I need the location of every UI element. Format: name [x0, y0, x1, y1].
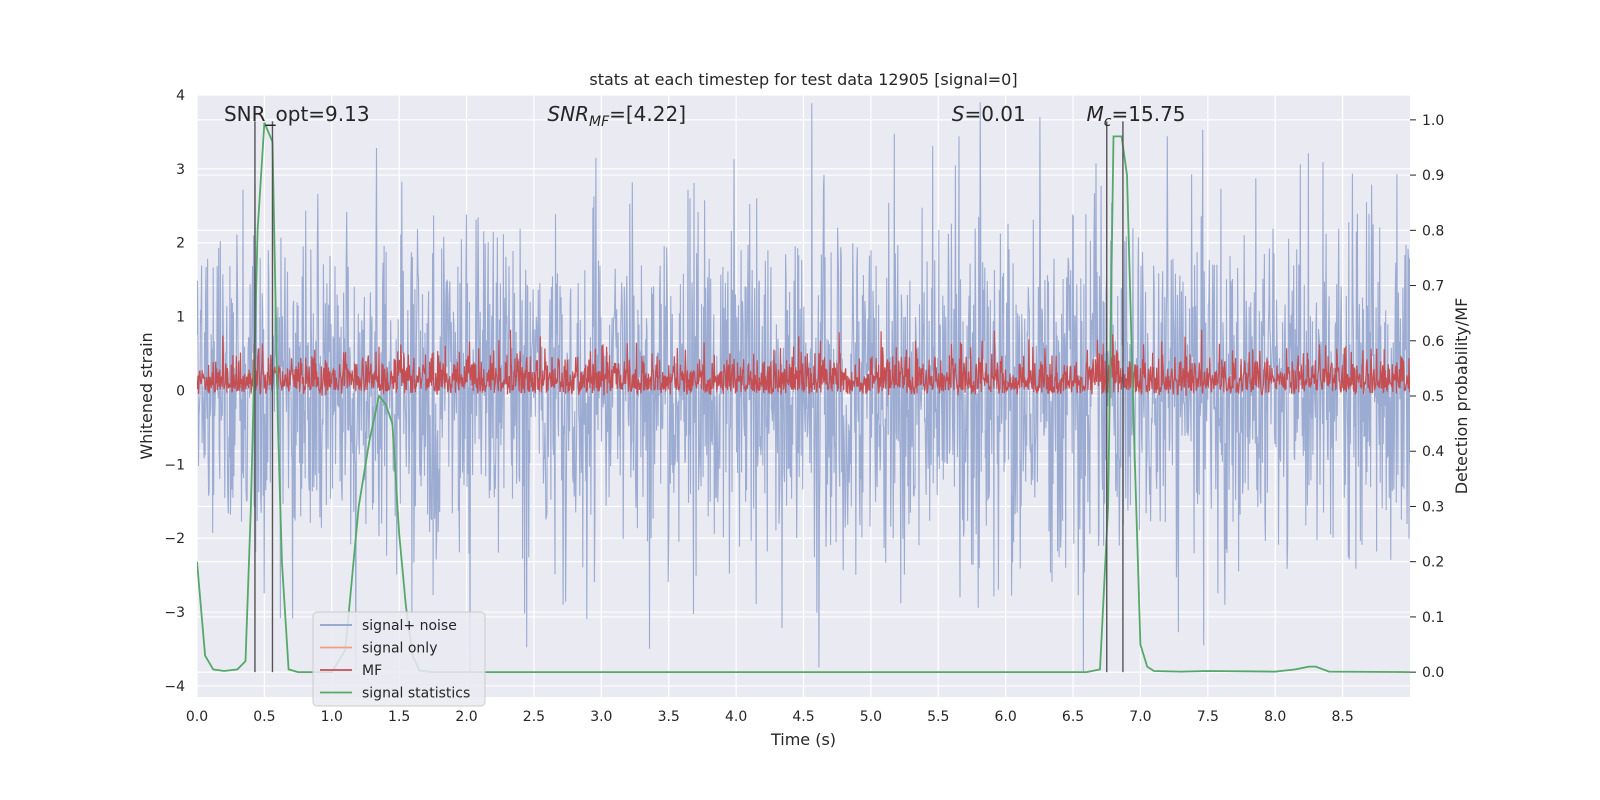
- y-right-tick-label: 0.5: [1422, 389, 1444, 405]
- x-tick-label: 4.0: [725, 709, 747, 725]
- y-tick-label: −1: [164, 457, 185, 473]
- y-right-tick-label: 0.8: [1422, 223, 1444, 239]
- y-tick-label: 1: [176, 310, 185, 326]
- x-tick-label: 3.0: [590, 709, 612, 725]
- legend-label: signal statistics: [362, 686, 470, 702]
- y-axis-right-label: Detection probability/MF: [1452, 298, 1471, 495]
- y-right-tick-label: 0.4: [1422, 444, 1444, 460]
- y-tick-label: −3: [164, 605, 185, 621]
- y-tick-label: −2: [164, 531, 185, 547]
- annotation-3: Mc=15.75: [1087, 102, 1186, 130]
- x-tick-label: 7.0: [1129, 709, 1151, 725]
- x-tick-label: 6.5: [1062, 709, 1084, 725]
- vertical-markers: [254, 121, 1124, 673]
- x-tick-label: 1.5: [388, 709, 410, 725]
- x-tick-label: 3.5: [658, 709, 680, 725]
- x-tick-label: 0.5: [253, 709, 275, 725]
- y-tick-label: 0: [176, 383, 185, 399]
- y-axis-left: 4 3 2 1 0 −1 −2 −3 −4: [164, 88, 185, 695]
- x-tick-label: 5.5: [927, 709, 949, 725]
- y-tick-label: −4: [164, 679, 185, 695]
- legend-label: signal only: [362, 641, 437, 657]
- x-axis-label: Time (s): [770, 730, 836, 749]
- x-tick-label: 5.0: [860, 709, 882, 725]
- y-right-tick-label: 0.2: [1422, 555, 1444, 571]
- x-tick-label: 1.0: [321, 709, 343, 725]
- x-axis: 0.0 0.5 1.0 1.5 2.0 2.5 3.0 3.5 4.0 4.5 5.0 5.5 6.0 6…: [186, 709, 1354, 725]
- annotations: SNR_opt=9.13 SNRMF=[4.22] S=0.01 Mc=15.75: [224, 102, 1186, 130]
- x-tick-label: 2.0: [455, 709, 477, 725]
- annotation-0: SNR_opt=9.13: [224, 102, 370, 126]
- series-mf-line: [197, 329, 1410, 396]
- y-right-tick-label: 0.1: [1422, 610, 1444, 626]
- y-tick-label: 2: [176, 236, 185, 252]
- x-tick-label: 4.5: [792, 709, 814, 725]
- annotation-1: SNRMF=[4.22]: [547, 102, 686, 130]
- y-axis-right: 1.0 0.9 0.8 0.7 0.6 0.5 0.4 0.3 0.2 0.1 0.0: [1410, 113, 1444, 681]
- x-tick-label: 8.5: [1331, 709, 1353, 725]
- x-tick-label: 7.5: [1197, 709, 1219, 725]
- legend-box: [312, 611, 486, 707]
- y-right-tick-label: 0.6: [1422, 334, 1444, 350]
- x-tick-label: 6.0: [995, 709, 1017, 725]
- legend-label: MF: [362, 663, 382, 679]
- legend-label: signal+ noise: [362, 618, 457, 634]
- chart-title: stats at each timestep for test data 129…: [589, 70, 1017, 89]
- y-axis-label: Whitened strain: [137, 332, 156, 459]
- y-right-tick-label: 0.9: [1422, 168, 1444, 184]
- y-right-tick-label: 0.3: [1422, 499, 1444, 515]
- y-right-tick-label: 0.0: [1422, 665, 1444, 681]
- x-tick-label: 8.0: [1264, 709, 1286, 725]
- legend: signal+ noise signal only MF signal statist…: [312, 611, 486, 707]
- y-tick-label: 4: [176, 88, 185, 104]
- x-tick-label: 0.0: [186, 709, 208, 725]
- annotation-2: S=0.01: [952, 102, 1026, 126]
- x-tick-label: 2.5: [523, 709, 545, 725]
- y-tick-label: 3: [176, 162, 185, 178]
- y-right-tick-label: 0.7: [1422, 279, 1444, 295]
- y-right-tick-label: 1.0: [1422, 113, 1444, 129]
